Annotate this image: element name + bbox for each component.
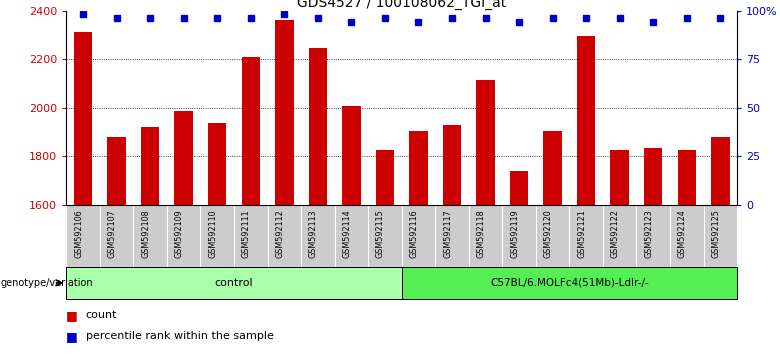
Text: GSM592113: GSM592113: [309, 210, 318, 258]
Text: GSM592118: GSM592118: [477, 210, 485, 258]
Bar: [443, 125, 461, 205]
Text: GSM592119: GSM592119: [510, 210, 519, 258]
Text: GSM592115: GSM592115: [376, 210, 385, 258]
Text: GSM592109: GSM592109: [175, 210, 184, 258]
Text: GSM592123: GSM592123: [644, 210, 654, 258]
Text: GSM592111: GSM592111: [242, 210, 250, 258]
Bar: [309, 48, 327, 205]
Bar: [175, 111, 193, 205]
Title: GDS4527 / 100108062_TGI_at: GDS4527 / 100108062_TGI_at: [297, 0, 506, 10]
Text: C57BL/6.MOLFc4(51Mb)-Ldlr-/-: C57BL/6.MOLFc4(51Mb)-Ldlr-/-: [490, 278, 649, 288]
Text: GSM592114: GSM592114: [342, 210, 351, 258]
Text: percentile rank within the sample: percentile rank within the sample: [86, 331, 274, 341]
Text: genotype/variation: genotype/variation: [1, 278, 94, 288]
Bar: [510, 171, 528, 205]
Bar: [208, 124, 226, 205]
Text: control: control: [215, 278, 254, 288]
Bar: [402, 267, 737, 299]
Bar: [477, 80, 495, 205]
Bar: [711, 137, 729, 205]
Text: GSM592106: GSM592106: [74, 210, 83, 258]
Bar: [644, 148, 662, 205]
Bar: [577, 36, 595, 205]
Bar: [275, 20, 293, 205]
Text: ■: ■: [66, 309, 78, 321]
Bar: [678, 150, 696, 205]
Text: GSM592108: GSM592108: [141, 210, 150, 258]
Text: GSM592117: GSM592117: [443, 210, 452, 258]
Text: GSM592124: GSM592124: [678, 210, 687, 258]
Text: GSM592116: GSM592116: [410, 210, 418, 258]
Bar: [141, 127, 159, 205]
Text: GSM592121: GSM592121: [577, 210, 587, 258]
Text: GSM592120: GSM592120: [544, 210, 552, 258]
Bar: [108, 137, 126, 205]
Text: count: count: [86, 310, 117, 320]
Text: GSM592125: GSM592125: [711, 210, 721, 258]
Text: GSM592110: GSM592110: [208, 210, 217, 258]
Bar: [544, 131, 562, 205]
Bar: [611, 150, 629, 205]
Bar: [74, 33, 92, 205]
Text: GSM592112: GSM592112: [275, 210, 284, 258]
Text: GSM592122: GSM592122: [611, 210, 620, 258]
Bar: [66, 267, 402, 299]
Text: GSM592107: GSM592107: [108, 210, 117, 258]
Bar: [410, 131, 427, 205]
Bar: [342, 107, 360, 205]
Bar: [376, 150, 394, 205]
Text: ■: ■: [66, 330, 78, 343]
Bar: [242, 57, 260, 205]
